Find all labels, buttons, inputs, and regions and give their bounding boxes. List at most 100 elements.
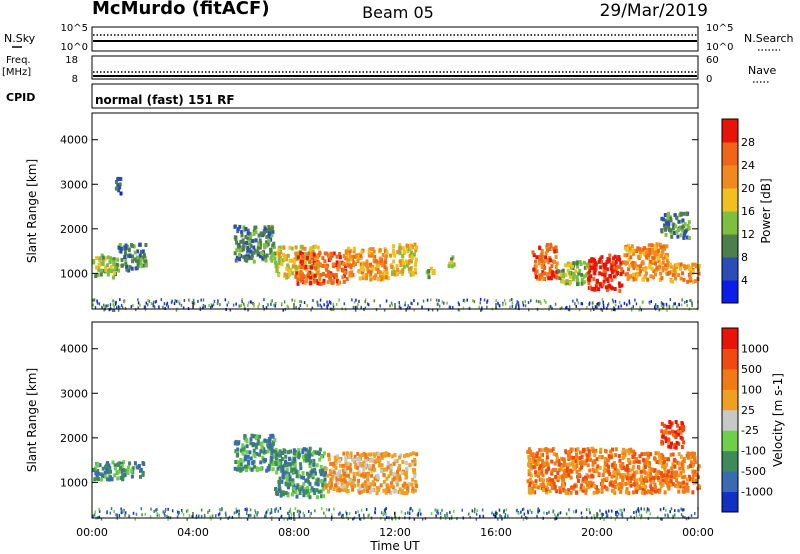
power-echo-cell: [398, 251, 402, 256]
velocity-echo-cell: [249, 456, 253, 461]
power-speckle-cell: [524, 304, 527, 308]
velocity-echo-cell: [281, 472, 285, 477]
velocity-echo-cell: [627, 458, 630, 463]
velocity-speckle-cell: [98, 515, 101, 519]
power-echo-cell: [95, 256, 99, 261]
power-echo-cell: [652, 275, 655, 280]
power-speckle-cell: [247, 303, 249, 307]
power-echo-cell: [618, 284, 622, 289]
velocity-echo-cell: [358, 453, 362, 458]
power-echo-cell: [109, 269, 113, 273]
power-echo-cell: [278, 251, 281, 256]
velocity-echo-cell: [543, 447, 547, 452]
power-speckle-cell: [549, 305, 552, 308]
power-speckle-cell: [98, 302, 101, 306]
velocity-echo-cell: [410, 482, 414, 487]
power-speckle-cell: [241, 300, 243, 304]
velocity-echo-cell: [113, 473, 117, 478]
velocity-echo-cell: [653, 482, 657, 487]
power-echo-cell: [297, 274, 301, 279]
velocity-echo-cell: [655, 460, 659, 464]
power-echo-cell: [267, 228, 271, 233]
velocity-echo-cell: [386, 483, 390, 488]
velocity-speckle-cell: [500, 515, 503, 518]
velocity-echo-cell: [678, 426, 682, 431]
power-speckle-cell: [202, 298, 205, 302]
power-speckle-cell: [540, 301, 542, 305]
velocity-speckle-cell: [290, 513, 293, 517]
velocity-echo-cell: [346, 466, 350, 471]
velocity-echo-cell: [576, 447, 580, 452]
power-speckle-cell: [358, 299, 360, 303]
power-echo-cell: [451, 255, 455, 260]
power-echo-cell: [634, 276, 638, 281]
velocity-echo-cell: [591, 449, 595, 454]
power-echo-cell: [306, 255, 309, 260]
power-echo-cell: [614, 259, 618, 264]
power-speckle-cell: [480, 308, 482, 312]
beam-title: Beam 05: [362, 3, 434, 22]
power-echo-cell: [269, 237, 273, 242]
power-echo-cell: [555, 261, 559, 266]
power-echo-cell: [398, 246, 402, 251]
noise-tick-left-top: 10^5: [61, 23, 88, 34]
velocity-echo-cell: [355, 465, 359, 470]
power-speckle-cell: [367, 303, 370, 307]
velocity-echo-cell: [320, 494, 323, 499]
velocity-speckle-cell: [359, 517, 361, 521]
power-echo-cell: [301, 273, 304, 278]
power-speckle-cell: [576, 298, 578, 302]
power-echo-cell: [602, 279, 606, 284]
power-speckle-cell: [148, 299, 151, 303]
velocity-echo-cell: [591, 481, 595, 486]
velocity-echo-cell: [658, 454, 661, 459]
power-echo-cell: [140, 249, 143, 254]
velocity-echo-cell: [409, 452, 413, 457]
power-echo-cell: [576, 264, 579, 269]
velocity-echo-cell: [603, 465, 607, 470]
power-speckle-cell: [227, 301, 230, 304]
power-echo-cell: [448, 261, 452, 266]
power-echo-cell: [661, 256, 665, 261]
velocity-echo-cell: [292, 489, 296, 494]
power-echo-cell: [667, 226, 671, 231]
power-echo-cell: [605, 277, 609, 282]
power-speckle-cell: [668, 304, 671, 308]
velocity-echo-cell: [586, 483, 590, 488]
velocity-echo-cell: [615, 476, 619, 481]
velocity-speckle-cell: [482, 514, 485, 518]
velocity-echo-cell: [685, 482, 689, 487]
velocity-speckle-cell: [409, 507, 411, 511]
power-echo-cell: [292, 264, 296, 269]
velocity-echo-cell: [287, 462, 291, 467]
power-echo-cell: [272, 245, 276, 250]
power-speckle-cell: [263, 298, 265, 302]
velocity-speckle-cell: [286, 517, 289, 521]
power-echo-cell: [354, 262, 357, 266]
velocity-speckle-cell: [248, 513, 251, 517]
power-speckle-cell: [282, 308, 284, 312]
velocity-echo-cell: [605, 458, 609, 463]
power-speckle-cell: [572, 299, 574, 303]
power-speckle-cell: [620, 304, 622, 308]
power-echo-cell: [239, 239, 243, 244]
power-speckle-cell: [457, 301, 460, 305]
power-echo-cell: [391, 248, 395, 253]
velocity-echo-cell: [288, 477, 292, 482]
power-echo-cell: [116, 177, 120, 182]
velocity-speckle-cell: [215, 514, 217, 518]
velocity-echo-cell: [663, 469, 667, 474]
power-echo-cell: [119, 177, 123, 181]
velocity-echo-cell: [139, 474, 142, 479]
velocity-echo-cell: [357, 470, 361, 475]
power-speckle-cell: [404, 301, 407, 305]
power-echo-cell: [378, 275, 382, 279]
velocity-echo-cell: [565, 465, 569, 470]
velocity-colorbar-tick: -500: [741, 465, 766, 478]
power-echo-cell: [663, 223, 667, 228]
velocity-echo-cell: [526, 450, 530, 454]
power-speckle-cell: [310, 308, 312, 312]
velocity-speckle-cell: [363, 513, 365, 517]
power-speckle-cell: [144, 305, 147, 309]
power-echo-cell: [613, 254, 617, 259]
